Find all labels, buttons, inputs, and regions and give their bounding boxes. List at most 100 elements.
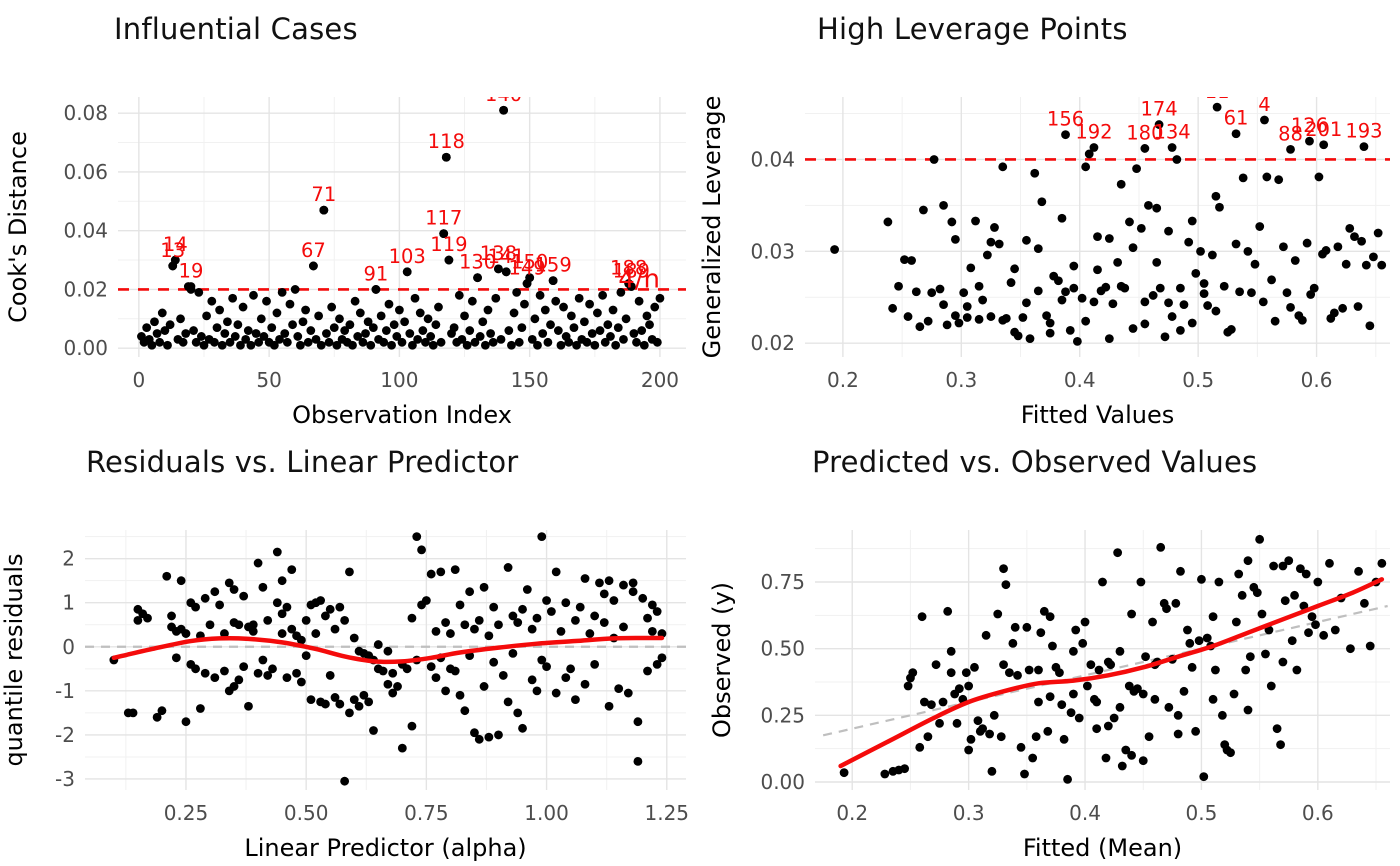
x-tick-label: 0.2 — [836, 801, 868, 825]
data-point — [285, 299, 295, 309]
chart-title-high-leverage: High Leverage Points — [817, 12, 1128, 46]
data-point — [498, 671, 508, 680]
data-point — [361, 329, 370, 338]
data-point — [1160, 332, 1170, 342]
data-point — [619, 622, 628, 632]
data-point — [324, 337, 334, 347]
data-point — [970, 662, 979, 672]
point-label: 201 — [1305, 118, 1342, 141]
data-point — [223, 317, 232, 327]
data-point — [364, 697, 374, 707]
data-point — [996, 732, 1006, 742]
data-point — [238, 302, 248, 312]
data-point — [402, 664, 412, 674]
data-point — [1010, 264, 1020, 274]
data-point — [915, 742, 925, 752]
data-point — [1179, 686, 1189, 696]
data-point — [998, 162, 1008, 172]
point-label: 140 — [485, 83, 522, 106]
data-point — [340, 776, 350, 786]
data-point — [575, 602, 585, 612]
data-point — [985, 729, 994, 739]
data-point — [383, 679, 393, 689]
data-point — [1279, 242, 1288, 252]
data-point — [1018, 313, 1028, 322]
data-point — [349, 695, 359, 705]
data-point — [527, 675, 537, 685]
data-point — [628, 578, 638, 588]
data-point — [973, 716, 983, 726]
data-point — [200, 668, 210, 678]
y-tick-label: 0.02 — [63, 277, 108, 301]
data-point — [1140, 319, 1150, 329]
data-point — [1037, 197, 1047, 207]
data-point — [1191, 726, 1201, 736]
data-point — [311, 598, 321, 608]
data-point — [480, 340, 490, 350]
y-tick-label: -2 — [55, 723, 75, 747]
data-point — [655, 293, 665, 303]
point-label: 192 — [1075, 121, 1112, 144]
data-point — [405, 329, 415, 338]
data-point — [946, 668, 956, 678]
y-axis-title: Observed (y) — [708, 582, 736, 738]
data-point — [259, 332, 269, 341]
x-tick-label: 50 — [256, 368, 281, 392]
gridlines — [805, 97, 1390, 357]
data-point — [483, 305, 493, 315]
data-point — [1054, 276, 1063, 286]
data-point — [363, 317, 373, 327]
data-point — [267, 323, 277, 333]
data-point — [407, 721, 417, 731]
data-point — [1235, 287, 1245, 297]
data-point — [518, 604, 527, 614]
data-point — [1245, 652, 1255, 662]
data-point — [1057, 295, 1067, 305]
data-point — [1266, 681, 1276, 691]
data-point — [301, 305, 310, 315]
x-tick-label: 0.6 — [1301, 368, 1333, 392]
data-point — [236, 340, 245, 350]
x-tick-label: 0 — [132, 368, 145, 392]
point-label: 4 — [1258, 93, 1270, 116]
data-point — [1065, 325, 1075, 335]
data-point — [1093, 265, 1102, 275]
data-point — [1098, 577, 1107, 587]
data-point — [1211, 306, 1221, 316]
data-point — [415, 308, 425, 318]
data-point — [196, 332, 206, 341]
data-point — [518, 723, 527, 733]
data-point — [163, 340, 172, 350]
data-point — [551, 567, 561, 577]
data-point — [1258, 297, 1268, 307]
data-point — [1167, 143, 1177, 152]
data-point — [954, 318, 964, 328]
data-point — [282, 673, 292, 683]
data-points — [109, 532, 667, 786]
data-point — [1284, 556, 1294, 566]
data-point — [517, 323, 527, 333]
data-point — [296, 677, 306, 687]
data-point — [1086, 660, 1096, 670]
data-point — [287, 624, 297, 634]
threshold-annotation: 4/n — [618, 264, 660, 294]
data-point — [1353, 302, 1363, 311]
data-point — [484, 631, 494, 641]
data-point — [939, 300, 948, 310]
data-point — [512, 287, 522, 297]
data-point — [1080, 617, 1090, 627]
data-point — [569, 323, 579, 333]
data-point — [1117, 761, 1127, 771]
data-point — [514, 337, 524, 347]
data-point — [614, 684, 624, 694]
data-point — [215, 305, 225, 315]
data-point — [507, 340, 516, 350]
data-point — [428, 340, 438, 350]
point-label: 11 — [1205, 80, 1230, 103]
data-point — [290, 285, 300, 294]
data-point — [1034, 665, 1043, 675]
data-point — [1089, 143, 1099, 152]
data-point — [1103, 721, 1113, 731]
data-point — [532, 613, 542, 623]
data-point — [296, 635, 306, 645]
